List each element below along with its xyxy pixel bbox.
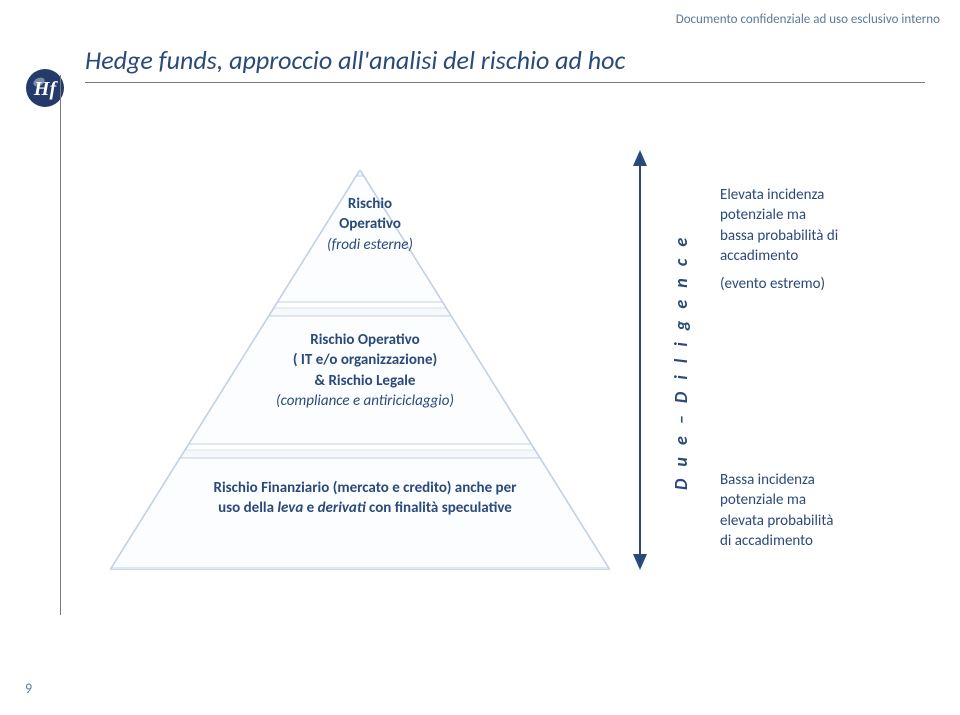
- pyramid-tier-1: RischioOperativo(frodi esterne): [300, 194, 440, 255]
- logo-icon: Hf: [25, 68, 65, 108]
- due-diligence-label: D u e – D i l i g e n c e: [670, 234, 692, 490]
- risk-pyramid: RischioOperativo(frodi esterne) Rischio …: [110, 170, 610, 570]
- page-title: Hedge funds, approccio all'analisi del r…: [85, 44, 625, 76]
- confidential-label: Documento confidenziale ad uso esclusivo…: [676, 12, 940, 27]
- svg-text:Hf: Hf: [33, 78, 59, 100]
- left-divider-line: [60, 75, 61, 615]
- header: Hf Hedge funds, approccio all'analisi de…: [25, 40, 935, 100]
- pyramid-tier-3: Rischio Finanziario (mercato e credito) …: [165, 478, 565, 519]
- annotation-bottom: Bassa incidenzapotenziale maelevata prob…: [720, 470, 920, 551]
- page-number: 9: [25, 680, 32, 697]
- due-diligence-axis: [625, 150, 655, 570]
- pyramid-tier-2: Rischio Operativo( IT e/o organizzazione…: [235, 330, 495, 411]
- title-underline: [85, 82, 925, 83]
- annotation-top: Elevata incidenzapotenziale mabassa prob…: [720, 185, 920, 294]
